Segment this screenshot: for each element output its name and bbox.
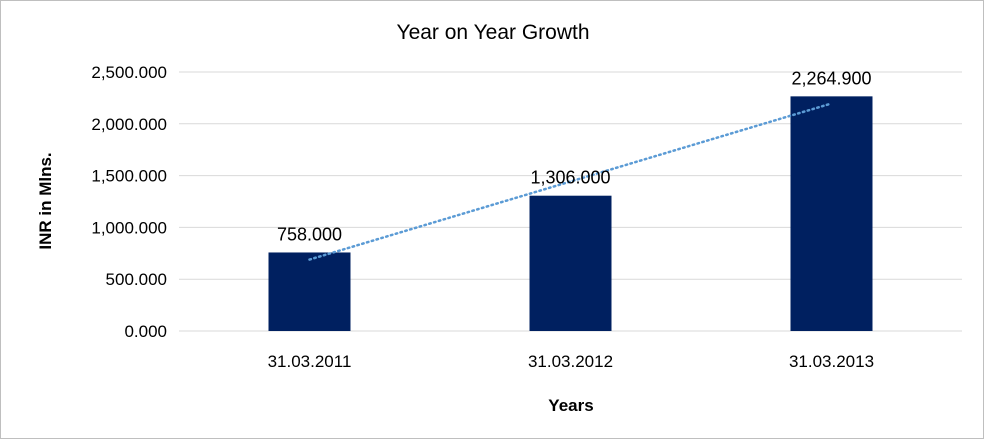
data-label: 2,264.900 <box>791 68 871 88</box>
y-axis-ticks: 0.000 500.000 1,000.000 1,500.000 2,000.000 2… <box>91 63 167 341</box>
y-tick-label: 1,000.000 <box>91 218 167 237</box>
x-tick-label: 31.03.2013 <box>789 352 874 371</box>
y-tick-label: 2,500.000 <box>91 63 167 82</box>
y-axis-title: INR in Mlns. <box>36 152 55 249</box>
data-labels: 758.000 1,306.000 2,264.900 <box>277 68 872 244</box>
x-axis-ticks: 31.03.2011 31.03.2012 31.03.2013 <box>268 352 874 371</box>
x-tick-label: 31.03.2012 <box>528 352 613 371</box>
chart-title: Year on Year Growth <box>396 21 589 44</box>
trendline <box>308 102 833 261</box>
bar <box>529 195 612 331</box>
y-tick-label: 500.000 <box>106 270 167 289</box>
data-label: 1,306.000 <box>530 168 610 188</box>
x-axis-title: Years <box>548 396 593 415</box>
bars <box>268 96 873 332</box>
y-tick-label: 2,000.000 <box>91 115 167 134</box>
bar <box>790 96 873 332</box>
bar <box>268 252 351 331</box>
x-tick-label: 31.03.2011 <box>268 352 352 371</box>
y-tick-label: 0.000 <box>124 322 167 341</box>
y-tick-label: 1,500.000 <box>91 167 167 186</box>
trendline-group <box>308 102 833 261</box>
data-label: 758.000 <box>277 224 342 244</box>
